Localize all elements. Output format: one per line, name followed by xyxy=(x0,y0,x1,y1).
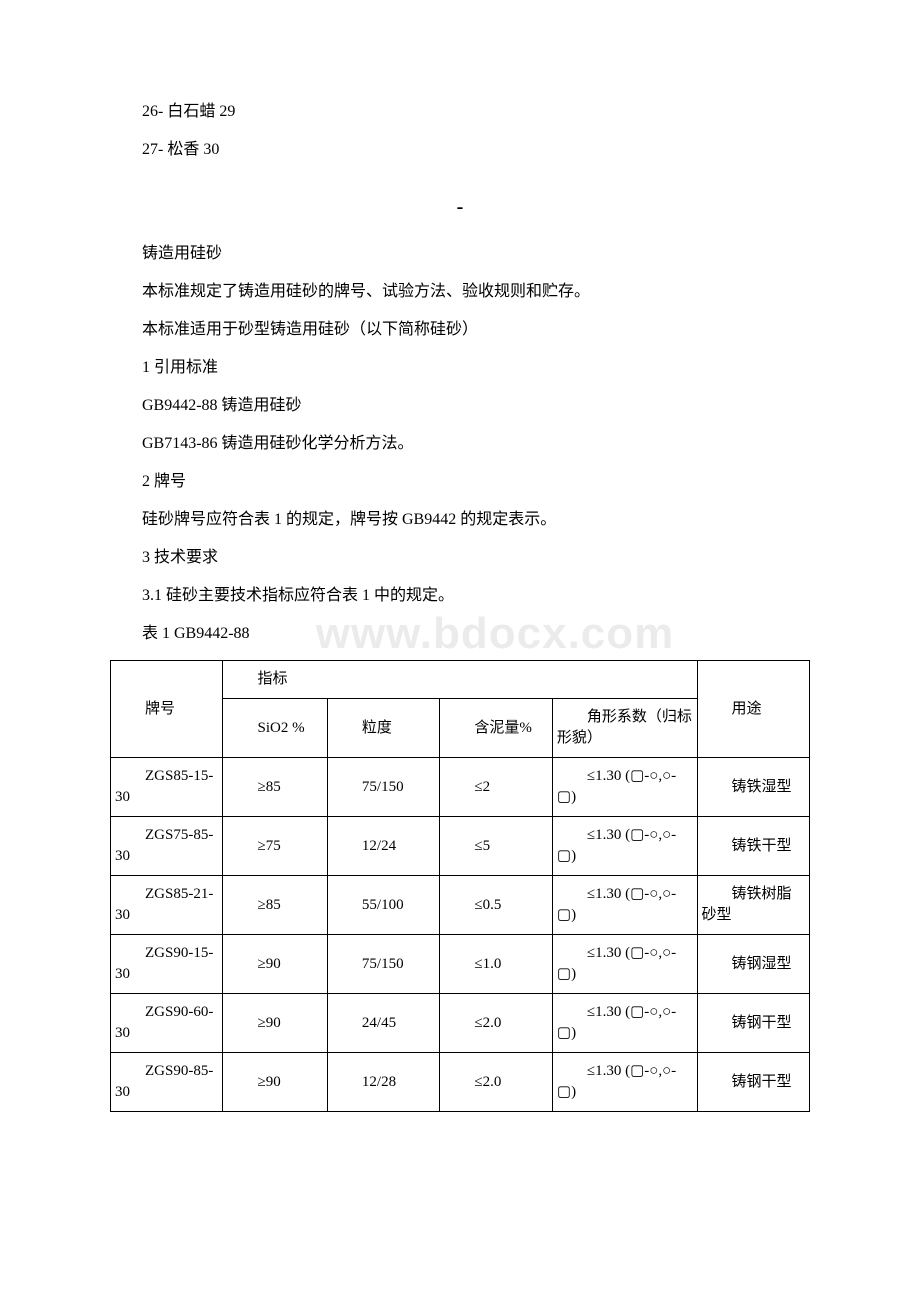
cell-grade: ZGS90-60-30 xyxy=(111,994,223,1053)
header-indicator: 指标 xyxy=(223,661,697,699)
cell-sio2: ≥90 xyxy=(223,1053,327,1112)
cell-sio2: ≥85 xyxy=(223,758,327,817)
toc-item-27: 27- 松香 30 xyxy=(110,138,810,162)
header-use: 用途 xyxy=(697,661,810,758)
header-grain: 粒度 xyxy=(327,699,439,758)
heading-grade: 2 牌号 xyxy=(110,470,810,494)
cell-grain: 12/24 xyxy=(327,817,439,876)
ref-standard-1: GB9442-88 铸造用硅砂 xyxy=(110,394,810,418)
table-row: ZGS90-15-30 ≥90 75/150 ≤1.0 ≤1.30 (▢-○,○… xyxy=(111,935,810,994)
cell-grain: 24/45 xyxy=(327,994,439,1053)
intro-para-1: 本标准规定了铸造用硅砂的牌号、试验方法、验收规则和贮存。 xyxy=(110,280,810,304)
table-row: ZGS90-60-30 ≥90 24/45 ≤2.0 ≤1.30 (▢-○,○-… xyxy=(111,994,810,1053)
cell-angle: ≤1.30 (▢-○,○-▢) xyxy=(552,758,697,817)
cell-use: 铸钢干型 xyxy=(697,1053,810,1112)
cell-use: 铸钢湿型 xyxy=(697,935,810,994)
cell-sio2: ≥75 xyxy=(223,817,327,876)
cell-grain: 12/28 xyxy=(327,1053,439,1112)
cell-grain: 55/100 xyxy=(327,876,439,935)
intro-para-2: 本标准适用于砂型铸造用硅砂（以下简称硅砂） xyxy=(110,318,810,342)
header-sio2: SiO2 % xyxy=(223,699,327,758)
heading-tech-req: 3 技术要求 xyxy=(110,546,810,570)
heading-ref-standards: 1 引用标准 xyxy=(110,356,810,380)
cell-grain: 75/150 xyxy=(327,935,439,994)
cell-mud: ≤2 xyxy=(440,758,552,817)
section-title: 铸造用硅砂 xyxy=(110,242,810,266)
cell-sio2: ≥90 xyxy=(223,935,327,994)
cell-angle: ≤1.30 (▢-○,○-▢) xyxy=(552,935,697,994)
cell-mud: ≤2.0 xyxy=(440,994,552,1053)
table-row: ZGS75-85-30 ≥75 12/24 ≤5 ≤1.30 (▢-○,○-▢)… xyxy=(111,817,810,876)
header-grade: 牌号 xyxy=(111,661,223,758)
table-row: ZGS85-21-30 ≥85 55/100 ≤0.5 ≤1.30 (▢-○,○… xyxy=(111,876,810,935)
cell-grade: ZGS85-21-30 xyxy=(111,876,223,935)
cell-use: 铸铁干型 xyxy=(697,817,810,876)
cell-mud: ≤1.0 xyxy=(440,935,552,994)
cell-mud: ≤0.5 xyxy=(440,876,552,935)
cell-use: 铸钢干型 xyxy=(697,994,810,1053)
section-divider: - xyxy=(110,192,810,222)
spec-table: 牌号 指标 用途 SiO2 % 粒度 含泥量% 角形系数（归标形貌） ZGS85… xyxy=(110,660,810,1112)
cell-grade: ZGS85-15-30 xyxy=(111,758,223,817)
toc-item-26: 26- 白石蜡 29 xyxy=(110,100,810,124)
table-caption: 表 1 GB9442-88 xyxy=(110,622,810,646)
cell-sio2: ≥90 xyxy=(223,994,327,1053)
cell-grade: ZGS75-85-30 xyxy=(111,817,223,876)
ref-standard-2: GB7143-86 铸造用硅砂化学分析方法。 xyxy=(110,432,810,456)
cell-mud: ≤2.0 xyxy=(440,1053,552,1112)
cell-use: 铸铁树脂砂型 xyxy=(697,876,810,935)
grade-body: 硅砂牌号应符合表 1 的规定，牌号按 GB9442 的规定表示。 xyxy=(110,508,810,532)
table-header-row-1: 牌号 指标 用途 xyxy=(111,661,810,699)
cell-grain: 75/150 xyxy=(327,758,439,817)
cell-grade: ZGS90-15-30 xyxy=(111,935,223,994)
cell-angle: ≤1.30 (▢-○,○-▢) xyxy=(552,876,697,935)
cell-grade: ZGS90-85-30 xyxy=(111,1053,223,1112)
cell-angle: ≤1.30 (▢-○,○-▢) xyxy=(552,994,697,1053)
table-row: ZGS90-85-30 ≥90 12/28 ≤2.0 ≤1.30 (▢-○,○-… xyxy=(111,1053,810,1112)
cell-mud: ≤5 xyxy=(440,817,552,876)
cell-angle: ≤1.30 (▢-○,○-▢) xyxy=(552,817,697,876)
header-angle: 角形系数（归标形貌） xyxy=(552,699,697,758)
tech-req-3-1: 3.1 硅砂主要技术指标应符合表 1 中的规定。 xyxy=(110,584,810,608)
table-row: ZGS85-15-30 ≥85 75/150 ≤2 ≤1.30 (▢-○,○-▢… xyxy=(111,758,810,817)
header-mud: 含泥量% xyxy=(440,699,552,758)
cell-use: 铸铁湿型 xyxy=(697,758,810,817)
cell-angle: ≤1.30 (▢-○,○-▢) xyxy=(552,1053,697,1112)
cell-sio2: ≥85 xyxy=(223,876,327,935)
